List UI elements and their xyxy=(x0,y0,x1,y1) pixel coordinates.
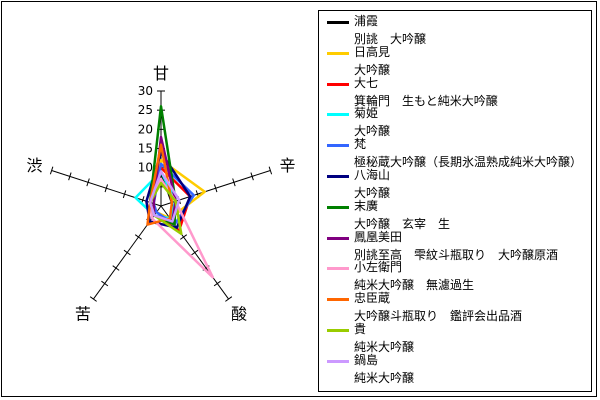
axis-label-1: 辛 xyxy=(279,156,295,175)
legend-series-subtitle: 大吟醸 xyxy=(354,62,391,77)
legend-series-name: 忠臣蔵 xyxy=(354,291,391,306)
legend-series-name: 鍋島 xyxy=(354,352,379,367)
axis-tick xyxy=(250,172,254,181)
axis-label-4: 渋 xyxy=(27,156,43,175)
legend-series-subtitle: 別誂至高 雫紋斗瓶取り 大吟醸原酒 xyxy=(354,247,559,262)
radar-chart: 甘辛酸 苦 渋 30 25 20 15 10 xyxy=(27,64,296,324)
legend-series-subtitle: 大吟醸 玄宰 生 xyxy=(354,216,451,231)
legend-series-name: 小左衛門 xyxy=(354,260,403,275)
legend-series-name: 貴 xyxy=(354,322,367,336)
legend-series-name: 八海山 xyxy=(354,168,391,182)
axis-tick xyxy=(122,190,127,199)
axis-tick xyxy=(134,234,142,240)
axis-tick xyxy=(86,178,90,187)
legend-series-subtitle: 大吟醸斗瓶取り 鑑評会出品酒 xyxy=(354,309,523,324)
axis-tick xyxy=(68,172,72,181)
series-line-5 xyxy=(145,151,192,229)
legend-series-name: 菊姫 xyxy=(354,106,379,121)
legend-series-subtitle: 大吟醸 xyxy=(354,124,391,139)
legend-series-name: 末廣 xyxy=(354,198,379,213)
axis-tick xyxy=(213,184,218,193)
r-tick-label: 30 xyxy=(138,84,153,98)
legend-swatch xyxy=(327,236,349,240)
axis-tick xyxy=(104,184,109,193)
legend-series-subtitle: 純米大吟醸 xyxy=(354,340,415,354)
legend-swatch xyxy=(327,144,349,148)
legend-swatch xyxy=(327,175,349,178)
axis-tick xyxy=(213,280,221,287)
legend-series-name: 日高見 xyxy=(354,44,391,59)
legend-series-subtitle: 別誂 大吟醸 xyxy=(354,32,427,46)
axis-tick xyxy=(268,166,273,175)
legend-swatch xyxy=(327,267,349,271)
r-tick-label: 15 xyxy=(138,142,153,156)
legend-series-name: 浦霞 xyxy=(354,14,379,28)
legend-swatch xyxy=(327,359,349,363)
r-tick-label: 25 xyxy=(138,103,153,117)
axis-label-3: 苦 xyxy=(75,305,91,324)
axis-label-2: 酸 xyxy=(231,305,247,324)
axis-tick xyxy=(49,166,54,175)
axis-tick xyxy=(123,249,131,256)
legend-swatch xyxy=(327,51,349,55)
legend-series-name: 大七 xyxy=(354,75,379,90)
legend-swatch xyxy=(327,82,349,86)
legend-swatch xyxy=(327,205,349,209)
legend-swatch xyxy=(327,113,349,117)
axis-tick xyxy=(101,280,109,287)
legend-series-subtitle: 極秘蔵大吟醸（長期氷温熟成純米大吟醸） xyxy=(354,155,583,170)
axis-tick xyxy=(180,234,188,240)
legend-series-subtitle: 純米大吟醸 xyxy=(354,370,415,385)
legend-swatch xyxy=(327,21,349,24)
axis-tick xyxy=(89,296,97,302)
legend-series-subtitle: 箕輪門 生もと純米大吟醸 xyxy=(354,93,498,108)
series-line-11 xyxy=(148,170,181,223)
legend-swatch xyxy=(327,329,349,332)
legend: 浦霞 別誂 大吟醸 日高見 大吟醸 大七 箕輪門 生もと純米大吟醸 菊姫 大吟醸梵極秘蔵大吟醸… xyxy=(318,10,592,392)
axis-tick xyxy=(112,265,120,271)
legend-series-name: 鳳凰美田 xyxy=(354,229,403,244)
legend-series-subtitle: 大吟醸 xyxy=(354,186,391,200)
legend-series-subtitle: 純米大吟醸 無濾過生 xyxy=(354,278,475,293)
axis-tick xyxy=(225,296,233,302)
axis-tick xyxy=(232,178,236,187)
axis-tick xyxy=(191,249,199,256)
axis-label-0: 甘 xyxy=(153,64,169,83)
legend-series-name: 梵 xyxy=(354,137,367,152)
legend-swatch xyxy=(327,298,349,302)
r-tick-label: 10 xyxy=(138,161,153,175)
r-tick-label: 20 xyxy=(138,122,153,136)
